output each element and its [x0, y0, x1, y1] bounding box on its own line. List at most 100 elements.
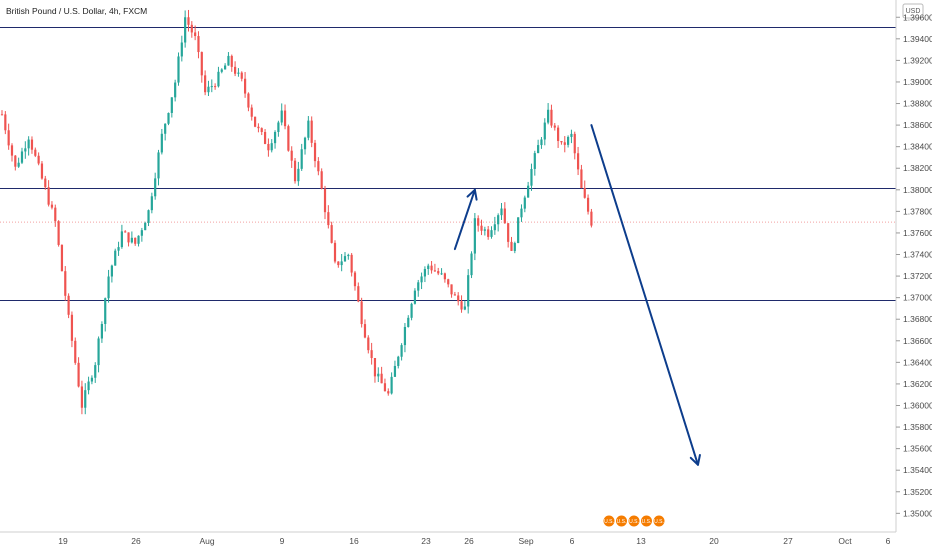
candle-body	[493, 224, 496, 231]
candle-body	[487, 229, 490, 237]
candle-body	[44, 178, 47, 188]
candle-body	[363, 324, 367, 338]
candle-body	[313, 142, 317, 162]
price-tick-label: 1.37600	[903, 228, 932, 238]
candle-body	[114, 250, 117, 266]
time-tick-label: Oct	[838, 536, 852, 546]
economic-event-marker[interactable]: U.S.	[640, 514, 653, 528]
time-tick-label: 20	[709, 536, 719, 546]
price-tick-label: 1.38800	[903, 99, 932, 109]
candle-body	[117, 247, 120, 251]
candle-body	[383, 383, 387, 392]
price-tick-label: 1.35800	[903, 422, 932, 432]
candle-body	[180, 42, 183, 57]
candle-body	[34, 149, 37, 156]
candle-body	[497, 215, 500, 225]
chart-title: British Pound / U.S. Dollar, 4h, FXCM	[6, 6, 147, 16]
price-tick-label: 1.36200	[903, 379, 932, 389]
event-marker-label: U.S.	[617, 519, 627, 525]
candle-body	[130, 237, 133, 243]
candle-body	[94, 365, 97, 378]
time-tick-label: 6	[570, 536, 575, 546]
candle-body	[430, 265, 433, 271]
candle-body	[230, 55, 233, 67]
candle-body	[150, 196, 153, 211]
candle-body	[317, 161, 320, 172]
candle-body	[463, 306, 466, 310]
candle-body	[120, 231, 123, 248]
event-markers[interactable]: U.S. U.S. U.S. U.S. U.S.	[602, 514, 666, 528]
price-axis[interactable]: USD 1.396001.394001.392001.390001.388001…	[895, 0, 932, 540]
candle-body	[27, 139, 30, 149]
price-tick-label: 1.38000	[903, 185, 932, 195]
candle-body	[107, 276, 110, 299]
time-axis-bg	[0, 532, 932, 550]
candle-body	[240, 72, 243, 79]
candle-body	[257, 126, 260, 129]
candle-body	[560, 141, 563, 143]
time-axis[interactable]: 19 26 Aug 9 16 23 26 Sep 6 13 20 27 Oct 6	[0, 531, 932, 550]
economic-event-marker[interactable]: U.S.	[652, 514, 666, 528]
candle-body	[30, 139, 34, 150]
candle-body	[380, 373, 383, 384]
candle-body	[157, 152, 160, 179]
candle-body	[327, 212, 330, 226]
economic-event-marker[interactable]: U.S.	[627, 514, 641, 528]
time-tick-label: 16	[349, 536, 359, 546]
currency-badge[interactable]	[902, 3, 924, 19]
candle-body	[483, 229, 486, 231]
candle-body	[277, 122, 280, 132]
candle-body	[90, 377, 94, 382]
price-tick-label: 1.38600	[903, 120, 932, 130]
candle-body	[170, 97, 173, 113]
candle-body	[204, 75, 207, 93]
price-tick-label: 1.37400	[903, 250, 932, 260]
candle-body	[147, 210, 150, 223]
time-tick-label: 26	[131, 536, 141, 546]
candle-body	[270, 143, 273, 151]
candle-body	[580, 169, 583, 188]
candle-body	[337, 261, 340, 266]
candle-body	[20, 151, 24, 163]
horizontal-levels: 1.395081.380191.369811.3770003:07:59	[0, 21, 932, 307]
candle-body	[104, 298, 107, 325]
price-tick-label: 1.36000	[903, 400, 932, 410]
candle-body	[517, 217, 520, 244]
currency-label: USD	[906, 8, 921, 15]
candle-body	[87, 381, 90, 391]
candle-body	[267, 143, 270, 151]
candle-body	[97, 338, 100, 366]
up-arrow[interactable]	[453, 188, 478, 251]
candle-body	[140, 230, 143, 236]
candle-body	[60, 244, 64, 272]
candle-body	[47, 187, 50, 205]
candle-body	[360, 301, 363, 325]
candle-body	[427, 265, 430, 270]
candle-body	[520, 208, 523, 218]
candle-body	[513, 243, 516, 251]
candle-body	[37, 155, 40, 164]
candle-body	[447, 279, 450, 285]
candle-body	[350, 254, 353, 273]
candle-body	[390, 376, 393, 394]
down-arrow[interactable]	[590, 124, 701, 466]
candle-body	[154, 178, 157, 197]
price-tick-label: 1.37800	[903, 206, 932, 216]
candle-body	[507, 223, 510, 242]
candle-body	[137, 235, 140, 244]
candle-body	[200, 52, 203, 76]
candle-body	[583, 187, 586, 198]
candle-body	[237, 72, 240, 74]
candle-body	[557, 127, 560, 142]
candle-body	[573, 133, 576, 154]
candle-body	[373, 358, 377, 377]
candle-body	[234, 66, 237, 74]
candle-body	[413, 290, 417, 304]
candle-body	[590, 211, 593, 226]
candle-body	[470, 253, 473, 276]
economic-event-marker[interactable]: U.S.	[602, 514, 616, 528]
candle-body	[453, 294, 456, 296]
candle-body	[340, 261, 343, 266]
economic-event-marker[interactable]: U.S.	[615, 514, 628, 528]
